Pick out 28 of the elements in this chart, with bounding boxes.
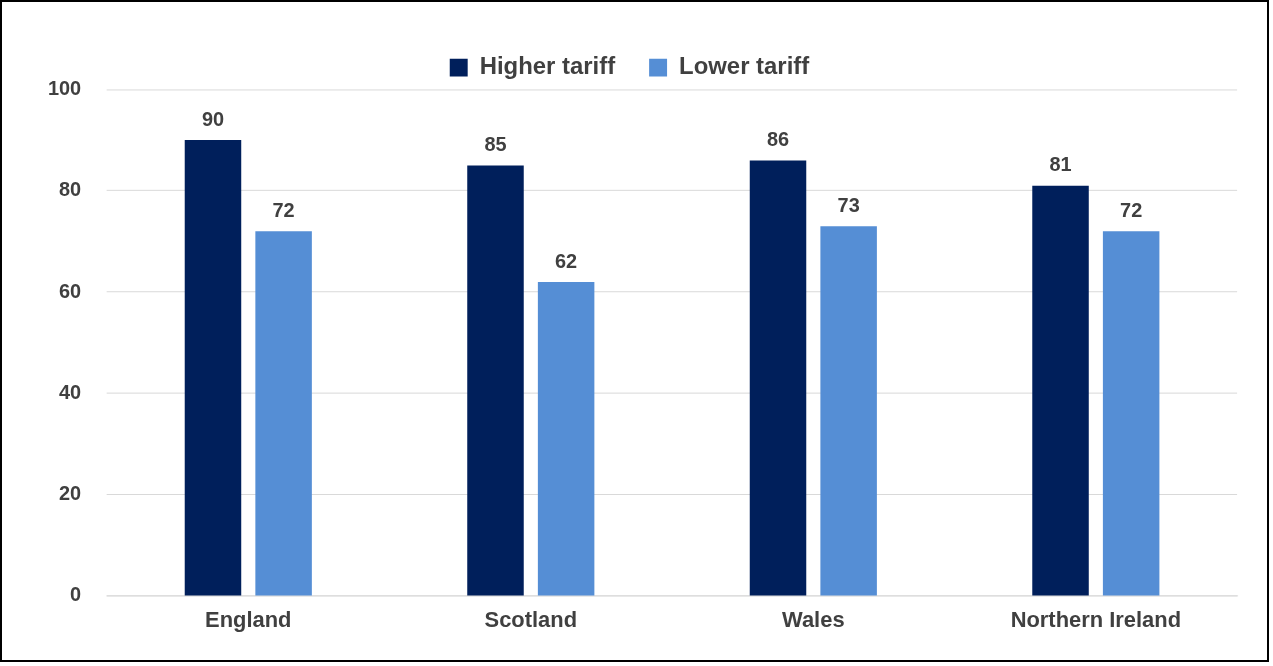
data-label: 62 [555, 249, 578, 272]
x-tick-label: Wales [782, 607, 845, 633]
data-label: 85 [484, 133, 507, 156]
bar [1102, 231, 1160, 596]
legend-label: Higher tariff [479, 52, 616, 80]
bar [820, 226, 877, 596]
y-tick-label: 0 [70, 583, 82, 606]
y-tick-label: 60 [58, 279, 82, 302]
x-tick-label: Scotland [484, 607, 578, 633]
bar [255, 231, 312, 596]
data-label: 72 [1120, 198, 1143, 221]
x-tick-label: Northern Ireland [1010, 607, 1182, 633]
bar [537, 281, 595, 596]
legend-label: Lower tariff [679, 52, 810, 80]
y-tick-label: 100 [47, 76, 82, 99]
data-label: 73 [837, 193, 860, 216]
y-tick-label: 20 [58, 482, 82, 505]
data-label: 86 [766, 128, 790, 150]
bar [467, 165, 524, 596]
data-label: 72 [272, 198, 295, 221]
data-label: 81 [1049, 153, 1072, 176]
y-tick-label: 80 [58, 178, 82, 201]
bar [184, 140, 242, 596]
data-label: 90 [201, 107, 225, 130]
bar [1032, 185, 1089, 596]
bar [749, 160, 807, 596]
y-tick-label: 40 [58, 380, 82, 403]
x-tick-label: England [205, 607, 292, 633]
